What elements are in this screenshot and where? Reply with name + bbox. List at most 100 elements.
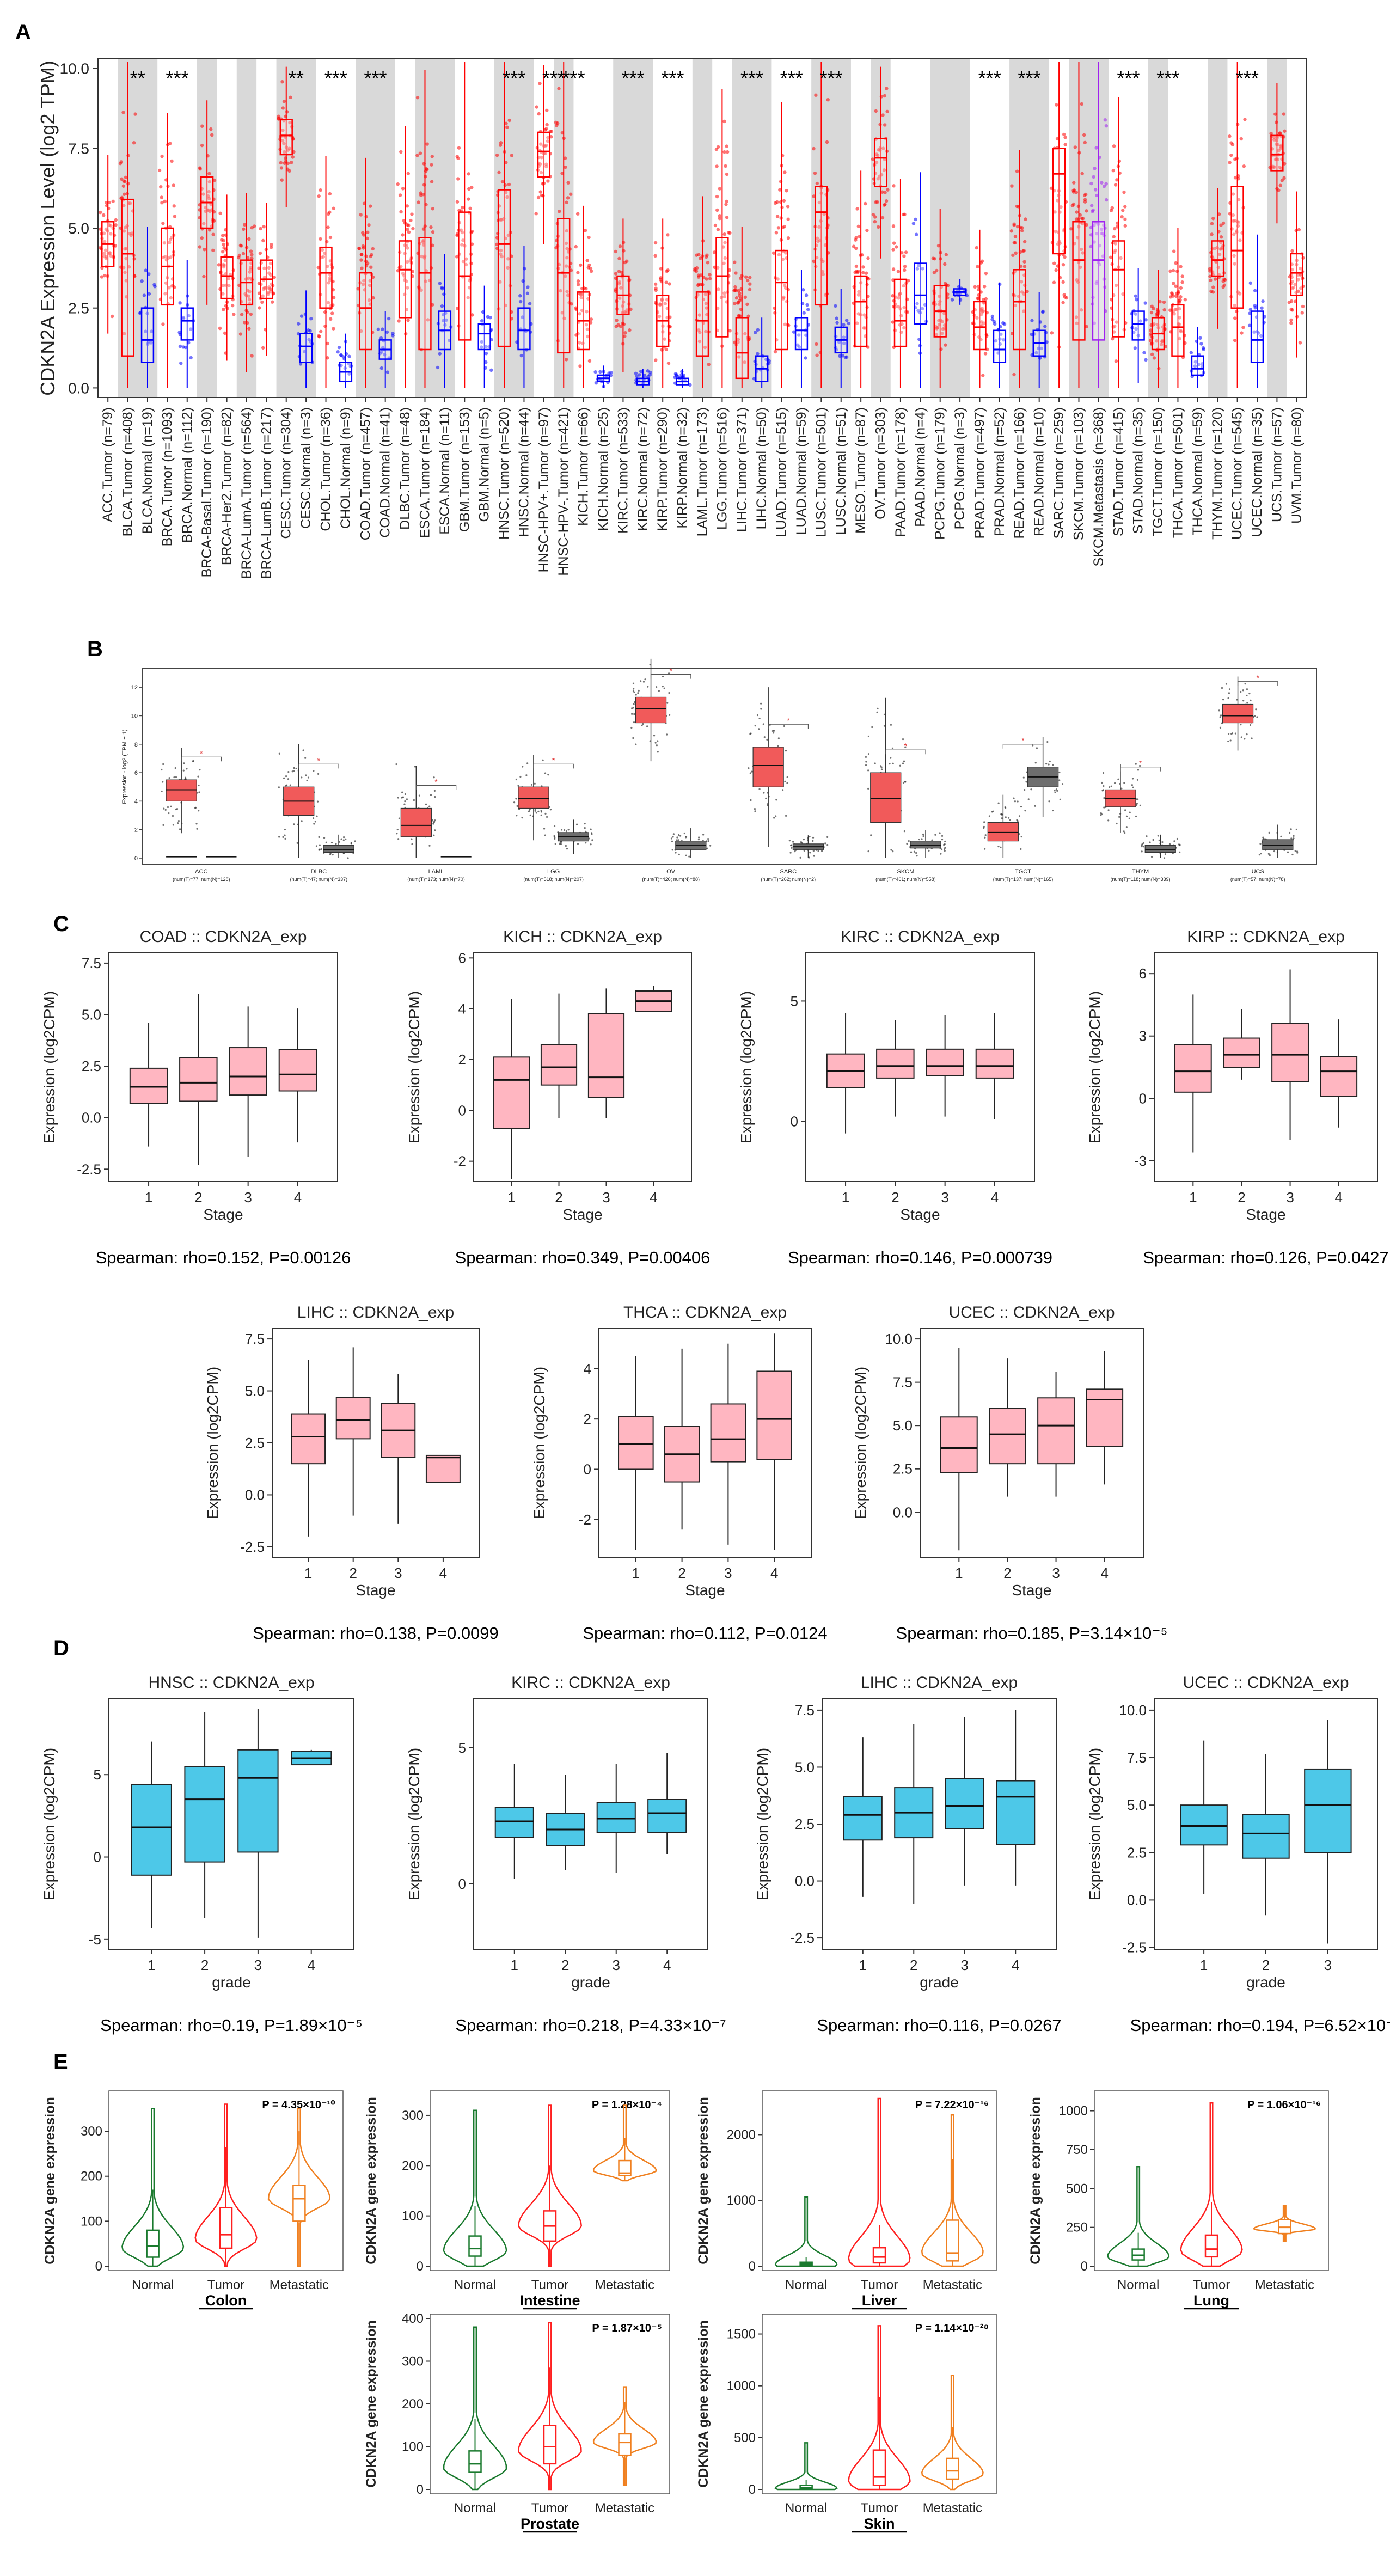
panel-d-title: KIRC :: CDKN2A_exp	[511, 1674, 670, 1692]
panel-a-point	[565, 247, 569, 250]
panel-a-point	[362, 279, 366, 283]
panel-a-xtick-label: STAD.Tumor (n=415)	[1111, 407, 1126, 536]
panel-c-xtick-label: 2	[891, 1189, 899, 1206]
panel-a-point	[1290, 249, 1294, 253]
panel-a-point	[659, 278, 663, 282]
panel-b-point	[517, 785, 519, 787]
panel-b-point	[197, 775, 199, 778]
panel-a-point	[405, 204, 409, 208]
panel-a-point	[1233, 176, 1238, 180]
panel-b-point	[342, 852, 345, 854]
panel-b-point	[826, 836, 829, 838]
panel-b-point	[812, 850, 815, 852]
panel-a-xtick-label: UCEC.Tumor (n=545)	[1230, 407, 1245, 540]
panel-a-point	[866, 256, 870, 260]
panel-e-ylabel: CDKN2A gene expression	[1028, 2097, 1043, 2265]
panel-b-point	[291, 770, 293, 773]
panel-a-point	[1230, 143, 1235, 147]
panel-b-point	[590, 843, 592, 846]
panel-d-ylabel: Expression (log2CPM)	[754, 1748, 771, 1900]
panel-b-point	[434, 829, 436, 831]
panel-a-xtick-label: SKCM.Tumor (n=103)	[1071, 407, 1086, 540]
panel-b-point	[199, 769, 201, 771]
panel-e-pvalue: P = 1.28×10⁻⁴	[592, 2099, 662, 2111]
panel-a-point	[697, 282, 701, 286]
panel-e-ylabel: CDKN2A gene expression	[364, 2320, 379, 2488]
panel-a-point	[280, 178, 284, 182]
panel-a-point	[102, 273, 107, 278]
panel-b-point	[783, 725, 786, 727]
panel-b-point	[559, 841, 561, 843]
panel-a-point	[657, 315, 662, 319]
panel-a-point	[526, 285, 530, 289]
panel-a-point	[297, 322, 301, 326]
panel-b-point	[666, 733, 668, 736]
panel-b-point	[198, 791, 200, 793]
panel-a-point	[983, 285, 987, 289]
panel-a-point	[1219, 235, 1223, 239]
panel-a-xtick-label: COAD.Tumor (n=457)	[358, 407, 373, 540]
panel-label-C: C	[53, 912, 69, 936]
panel-b-point	[817, 850, 819, 853]
panel-a-point	[202, 222, 206, 225]
panel-a-point	[864, 271, 868, 275]
panel-a-point	[1064, 296, 1069, 300]
panel-a-point	[981, 374, 985, 377]
panel-a-point	[262, 276, 267, 279]
panel-b-point	[306, 779, 308, 782]
panel-b-point	[997, 802, 1000, 804]
panel-c-ytick-label: 5.0	[245, 1383, 265, 1399]
panel-e-ytick-label: 0	[95, 2259, 102, 2274]
panel-a-point	[250, 253, 254, 256]
panel-b-point	[1290, 828, 1292, 830]
panel-a-point	[499, 218, 503, 222]
panel-a-point	[1113, 227, 1117, 231]
panel-a-point	[716, 228, 720, 231]
panel-a-point	[504, 121, 508, 125]
panel-a-point	[504, 191, 508, 194]
panel-b-point	[1034, 762, 1037, 764]
panel-a-point	[666, 233, 670, 237]
panel-a-point	[901, 212, 905, 217]
panel-b-xtick-label: TGCT	[1015, 868, 1031, 875]
panel-a-point	[625, 259, 629, 263]
panel-a-point	[569, 268, 573, 272]
panel-b-point	[519, 775, 522, 778]
panel-a-point	[222, 238, 226, 243]
panel-a-point	[122, 179, 126, 183]
panel-a-point	[466, 296, 470, 300]
panel-b-point	[1242, 700, 1245, 702]
panel-c-xtick-label: 2	[194, 1189, 202, 1206]
panel-a-point	[262, 266, 266, 271]
panel-a-point	[878, 123, 882, 127]
panel-a-point	[161, 221, 165, 225]
panel-a-point	[813, 171, 817, 175]
panel-a-point	[279, 161, 283, 165]
panel-a-point	[270, 243, 273, 247]
panel-b-point	[1132, 786, 1134, 788]
panel-b-point	[1128, 817, 1131, 819]
panel-b-point	[316, 815, 318, 817]
panel-a-point	[708, 277, 712, 280]
panel-b-point	[314, 821, 316, 823]
panel-a-point	[122, 229, 126, 233]
panel-a-xtick-label: ESCA.Normal (n=11)	[437, 407, 452, 535]
panel-b-box	[1262, 839, 1294, 850]
panel-a-point	[1133, 346, 1137, 350]
panel-b-point	[670, 837, 673, 840]
panel-b-point	[179, 828, 181, 830]
panel-b-point	[554, 843, 556, 845]
panel-b-point	[192, 760, 194, 762]
panel-d-ytick-label: -2.5	[1122, 1939, 1147, 1956]
panel-b-point	[163, 807, 165, 810]
panel-b-point	[530, 784, 533, 786]
panel-a-point	[332, 206, 336, 210]
panel-b-point	[984, 836, 986, 839]
panel-c-ytick-label: 0.0	[82, 1110, 101, 1126]
panel-a-point	[871, 157, 875, 161]
panel-a-point	[1275, 120, 1278, 124]
panel-b-point	[1022, 776, 1025, 779]
panel-b-point	[284, 837, 286, 840]
panel-a-xtick-label: GBM.Normal (n=5)	[477, 407, 492, 522]
panel-a-point	[786, 236, 791, 240]
